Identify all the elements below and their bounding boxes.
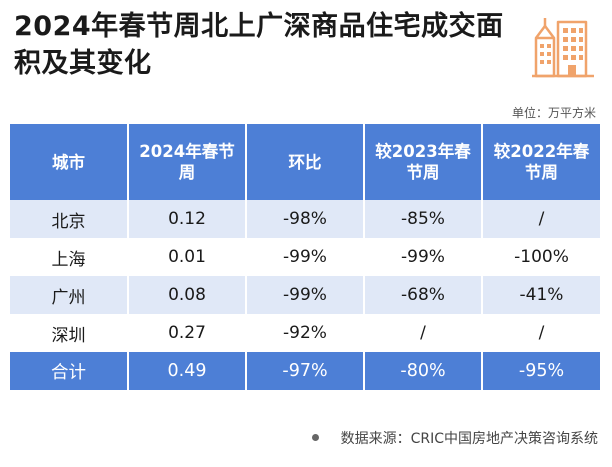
- table-header-row: 城市 2024年春节周 环比 较2023年春节周 较2022年春节周: [10, 124, 600, 200]
- cell-vs-2023: -68%: [363, 276, 482, 314]
- data-source-text: 数据来源：CRIC中国房地产决策咨询系统: [340, 431, 598, 447]
- table-row: 广州 0.08 -99% -68% -41%: [10, 276, 600, 314]
- cell-area: 0.01: [127, 238, 246, 276]
- column-header-city: 城市: [10, 124, 128, 200]
- column-header-2024-week: 2024年春节周: [127, 124, 246, 200]
- total-wow: -97%: [245, 352, 364, 390]
- cell-vs-2022: /: [481, 200, 600, 238]
- building-icon: [532, 18, 594, 78]
- column-header-wow: 环比: [245, 124, 364, 200]
- dot-icon: [311, 434, 319, 441]
- total-label: 合计: [10, 352, 128, 390]
- cell-wow: -92%: [245, 314, 364, 352]
- data-table: 城市 2024年春节周 环比 较2023年春节周 较2022年春节周 北京 0.…: [10, 124, 600, 390]
- cell-vs-2022: -100%: [481, 238, 600, 276]
- table-row: 北京 0.12 -98% -85% /: [10, 200, 600, 238]
- cell-vs-2023: /: [363, 314, 482, 352]
- unit-note: 单位：万平方米: [511, 106, 596, 120]
- cell-area: 0.12: [127, 200, 246, 238]
- cell-vs-2023: -99%: [363, 238, 482, 276]
- column-header-vs-2022: 较2022年春节周: [481, 124, 600, 200]
- cell-vs-2023: -85%: [363, 200, 482, 238]
- cell-wow: -99%: [245, 276, 364, 314]
- data-source-note: 数据来源：CRIC中国房地产决策咨询系统: [311, 428, 598, 448]
- cell-wow: -98%: [245, 200, 364, 238]
- table-row: 上海 0.01 -99% -99% -100%: [10, 238, 600, 276]
- total-vs-2023: -80%: [363, 352, 482, 390]
- cell-vs-2022: -41%: [481, 276, 600, 314]
- total-area: 0.49: [127, 352, 246, 390]
- cell-city: 广州: [10, 276, 128, 314]
- cell-area: 0.08: [127, 276, 246, 314]
- cell-wow: -99%: [245, 238, 364, 276]
- cell-city: 北京: [10, 200, 128, 238]
- cell-city: 深圳: [51, 325, 86, 346]
- cell-area: 0.27: [127, 314, 246, 352]
- table-row: 深圳 0.27 -92% / /: [10, 314, 600, 352]
- cell-city: 上海: [51, 249, 86, 270]
- cell-vs-2022: /: [481, 314, 600, 352]
- table-total-row: 合计 0.49 -97% -80% -95%: [10, 352, 600, 390]
- total-vs-2022: -95%: [481, 352, 600, 390]
- column-header-vs-2023: 较2023年春节周: [363, 124, 482, 200]
- page-title: 2024年春节周北上广深商品住宅成交面积及其变化: [14, 11, 504, 79]
